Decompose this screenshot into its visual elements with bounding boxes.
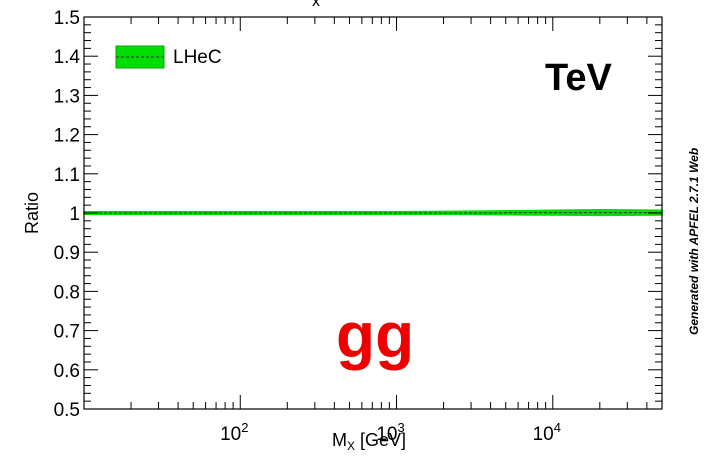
ticks-layer: 0.5 0.6 0.7 0.8 0.9 1 1.1 1.2 1.3 1.4 1.5 102 103 104 — [54, 8, 663, 445]
x-axis-title-unit: [GeV] — [360, 430, 406, 450]
y-tick-label: 0.6 — [54, 361, 80, 382]
y-tick-label: 0.5 — [54, 400, 80, 421]
y-tick-label: 1 — [69, 204, 80, 225]
x-axis-title-main: M — [332, 430, 347, 450]
legend: LHeC — [115, 45, 222, 69]
band-layer — [83, 209, 663, 217]
y-tick-label: 1.5 — [54, 8, 80, 29]
y-tick-label: 0.8 — [54, 282, 80, 303]
energy-label: TeV — [545, 57, 613, 99]
x-axis-title-sub: X — [347, 439, 355, 453]
legend-label: LHeC — [173, 47, 222, 68]
chart-title-fragment: x — [312, 0, 320, 10]
y-tick-label: 0.9 — [54, 243, 80, 264]
x-tick-label: 104 — [533, 420, 561, 445]
watermark: Generated with APFEL 2.7.1 Web — [687, 148, 701, 335]
y-tick-label: 0.7 — [54, 322, 80, 343]
y-tick-label: 1.1 — [54, 165, 80, 186]
x-tick-label: 103 — [376, 420, 404, 445]
x-tick-label: 102 — [220, 420, 248, 445]
y-tick-label: 1.2 — [54, 126, 80, 147]
y-tick-label: 1.3 — [54, 86, 80, 107]
y-axis-title: Ratio — [22, 192, 42, 234]
y-tick-label: 1.4 — [54, 47, 81, 68]
x-axis-title: MX [GeV] — [332, 430, 406, 453]
channel-label: gg — [336, 299, 414, 371]
